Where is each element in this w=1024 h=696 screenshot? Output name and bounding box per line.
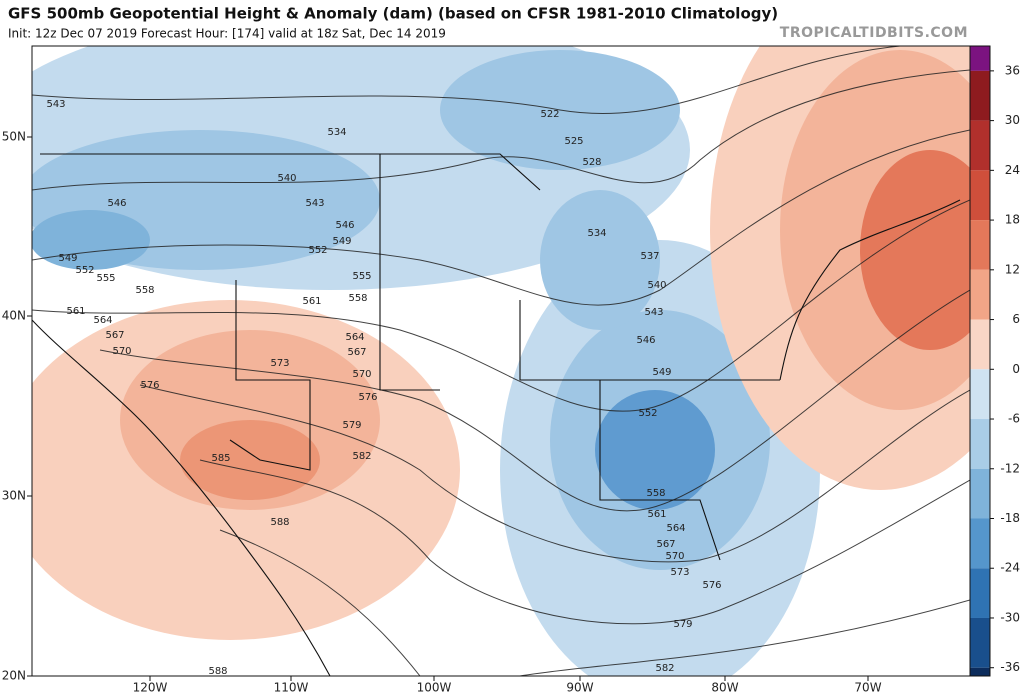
contour-label: 549 xyxy=(332,236,351,247)
contour-label: 552 xyxy=(638,408,657,419)
contour-label: 561 xyxy=(647,509,666,520)
contour-label: 558 xyxy=(135,285,154,296)
contour-label: 582 xyxy=(352,451,371,462)
colorbar-tick-label: 6 xyxy=(1012,312,1020,326)
contour-label: 561 xyxy=(66,306,85,317)
colorbar-tick-label: -36 xyxy=(1000,660,1020,674)
colorbar-tick-label: 24 xyxy=(1005,163,1020,177)
title: GFS 500mb Geopotential Height & Anomaly … xyxy=(8,5,778,23)
contour-label: 564 xyxy=(93,315,112,326)
colorbar-tick-label: -18 xyxy=(1000,511,1020,525)
map-labels: 120W 110W 100W 90W 80W 70W 50N 40N 30N 20N 543 534 5… xyxy=(2,99,882,695)
contour-label: 570 xyxy=(665,551,684,562)
contour-label: 543 xyxy=(46,99,65,110)
contour-label: 579 xyxy=(342,420,361,431)
contour-label: 585 xyxy=(211,453,230,464)
lon-label: 120W xyxy=(133,681,168,695)
contour-label: 573 xyxy=(670,567,689,578)
contour-label: 528 xyxy=(582,157,601,168)
contour-label: 582 xyxy=(655,663,674,674)
contour-label: 549 xyxy=(58,253,77,264)
contour-label: 567 xyxy=(105,330,124,341)
political-borders xyxy=(32,153,961,676)
contour-label: 543 xyxy=(305,198,324,209)
subtitle: Init: 12z Dec 07 2019 Forecast Hour: [17… xyxy=(8,27,446,41)
contour-label: 540 xyxy=(647,280,666,291)
contour-label: 537 xyxy=(640,251,659,262)
contour-label: 522 xyxy=(540,109,559,120)
contour-label: 546 xyxy=(107,198,126,209)
lon-label: 100W xyxy=(417,681,452,695)
contour-label: 576 xyxy=(358,392,377,403)
contour-label: 534 xyxy=(327,127,346,138)
colorbar-tick-label: -6 xyxy=(1008,412,1020,426)
colorbar-tick-label: -24 xyxy=(1000,561,1020,575)
contour-label: 558 xyxy=(646,488,665,499)
contour-label: 564 xyxy=(666,523,685,534)
colorbar-segment xyxy=(970,568,990,618)
lon-label: 90W xyxy=(566,681,593,695)
lat-label: 20N xyxy=(2,669,26,683)
contour-label: 555 xyxy=(96,273,115,284)
colorbar: 36 30 24 18 12 6 0 -6 -12 -18 -24 -30 -36 xyxy=(969,45,1020,677)
contour-label: 525 xyxy=(564,136,583,147)
colorbar-segment xyxy=(970,220,990,270)
contour-label: 576 xyxy=(140,380,159,391)
colorbar-segment xyxy=(970,70,990,121)
colorbar-segment xyxy=(970,617,990,668)
colorbar-segment xyxy=(970,46,990,71)
lon-label: 70W xyxy=(854,681,881,695)
contour-label: 570 xyxy=(352,369,371,380)
contour-label: 561 xyxy=(302,296,321,307)
colorbar-segment xyxy=(970,667,990,676)
colorbar-tick-label: 12 xyxy=(1005,262,1020,276)
colorbar-segment xyxy=(970,369,990,420)
contour-label: 588 xyxy=(270,517,289,528)
colorbar-tick-label: 30 xyxy=(1005,113,1020,127)
colorbar-segment xyxy=(970,468,990,519)
contour-label: 588 xyxy=(208,666,227,677)
contour-label: 558 xyxy=(348,293,367,304)
contour-label: 579 xyxy=(673,619,692,630)
contour-label: 543 xyxy=(644,307,663,318)
contour-label: 552 xyxy=(308,245,327,256)
contour-label: 540 xyxy=(277,173,296,184)
contour-label: 573 xyxy=(270,358,289,369)
contour-label: 567 xyxy=(347,347,366,358)
lon-label: 110W xyxy=(274,681,309,695)
lat-label: 40N xyxy=(2,309,26,323)
lat-label: 30N xyxy=(2,489,26,503)
lat-label: 50N xyxy=(2,130,26,144)
contour-label: 549 xyxy=(652,367,671,378)
colorbar-segment xyxy=(970,518,990,569)
height-contours xyxy=(32,46,970,676)
contour-label: 576 xyxy=(702,580,721,591)
colorbar-tick-label: 18 xyxy=(1005,213,1020,227)
contour-label: 546 xyxy=(636,335,655,346)
colorbar-segment xyxy=(970,419,990,469)
colorbar-segment xyxy=(970,319,990,370)
contour-label: 564 xyxy=(345,332,364,343)
contour-label: 552 xyxy=(75,265,94,276)
colorbar-tick-label: -12 xyxy=(1000,461,1020,475)
colorbar-tick-label: 36 xyxy=(1005,63,1020,77)
lon-label: 80W xyxy=(711,681,738,695)
contour-label: 546 xyxy=(335,220,354,231)
contour-label: 534 xyxy=(587,228,606,239)
colorbar-tick-label: -30 xyxy=(1000,610,1020,624)
colorbar-segment xyxy=(970,170,990,221)
contour-label: 570 xyxy=(112,346,131,357)
contour-label: 555 xyxy=(352,271,371,282)
colorbar-tick-label: 0 xyxy=(1012,362,1020,376)
colorbar-segment xyxy=(970,120,990,171)
contour-label: 567 xyxy=(656,539,675,550)
colorbar-frame xyxy=(969,45,991,677)
colorbar-segment xyxy=(970,269,990,320)
source: TROPICALTIDBITS.COM xyxy=(780,25,968,41)
